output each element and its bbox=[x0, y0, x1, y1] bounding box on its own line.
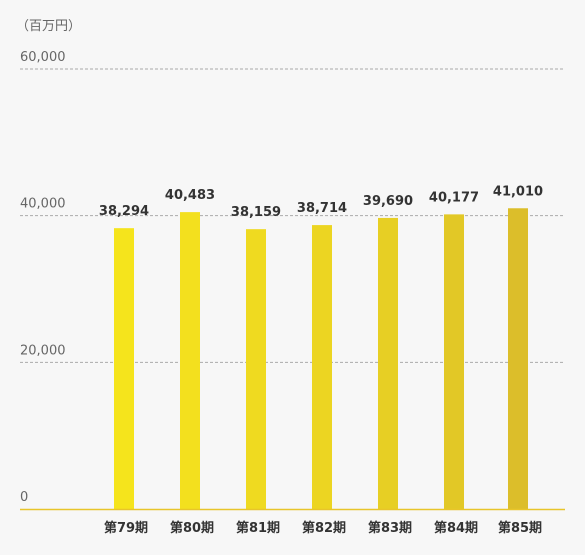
data-label: 40,177 bbox=[429, 190, 479, 205]
bar bbox=[246, 229, 266, 509]
data-label: 38,294 bbox=[99, 204, 149, 219]
bar bbox=[312, 225, 332, 509]
bars bbox=[114, 208, 528, 510]
data-label: 38,159 bbox=[231, 205, 281, 220]
bar bbox=[508, 208, 528, 509]
x-tick-label: 第85期 bbox=[498, 520, 542, 536]
y-tick-label: 60,000 bbox=[20, 50, 66, 65]
gridlines bbox=[20, 68, 565, 363]
data-label: 40,483 bbox=[165, 188, 215, 203]
y-tick-label: 40,000 bbox=[20, 197, 66, 212]
data-label: 38,714 bbox=[297, 201, 347, 216]
x-tick-label: 第79期 bbox=[104, 520, 148, 536]
bar bbox=[180, 212, 200, 509]
x-tick-label: 第84期 bbox=[434, 520, 478, 536]
bar bbox=[378, 217, 398, 509]
y-axis-ticks: 0 20,000 40,000 60,000 bbox=[20, 50, 66, 505]
data-labels: 38,294 40,483 38,159 38,714 39,690 40,177 41,0… bbox=[99, 184, 543, 220]
bar bbox=[114, 228, 134, 509]
x-tick-label: 第82期 bbox=[302, 520, 346, 536]
x-axis-ticks: 第79期 第80期 第81期 第82期 第83期 第84期 第85期 bbox=[104, 520, 542, 536]
x-tick-label: 第80期 bbox=[170, 520, 214, 536]
data-label: 39,690 bbox=[363, 194, 413, 209]
y-tick-label: 20,000 bbox=[20, 343, 66, 358]
bar bbox=[444, 214, 464, 510]
data-label: 41,010 bbox=[493, 184, 543, 199]
unit-label: （百万円） bbox=[16, 19, 81, 34]
x-tick-label: 第81期 bbox=[236, 520, 280, 536]
x-tick-label: 第83期 bbox=[368, 520, 412, 536]
y-tick-label: 0 bbox=[20, 490, 28, 505]
